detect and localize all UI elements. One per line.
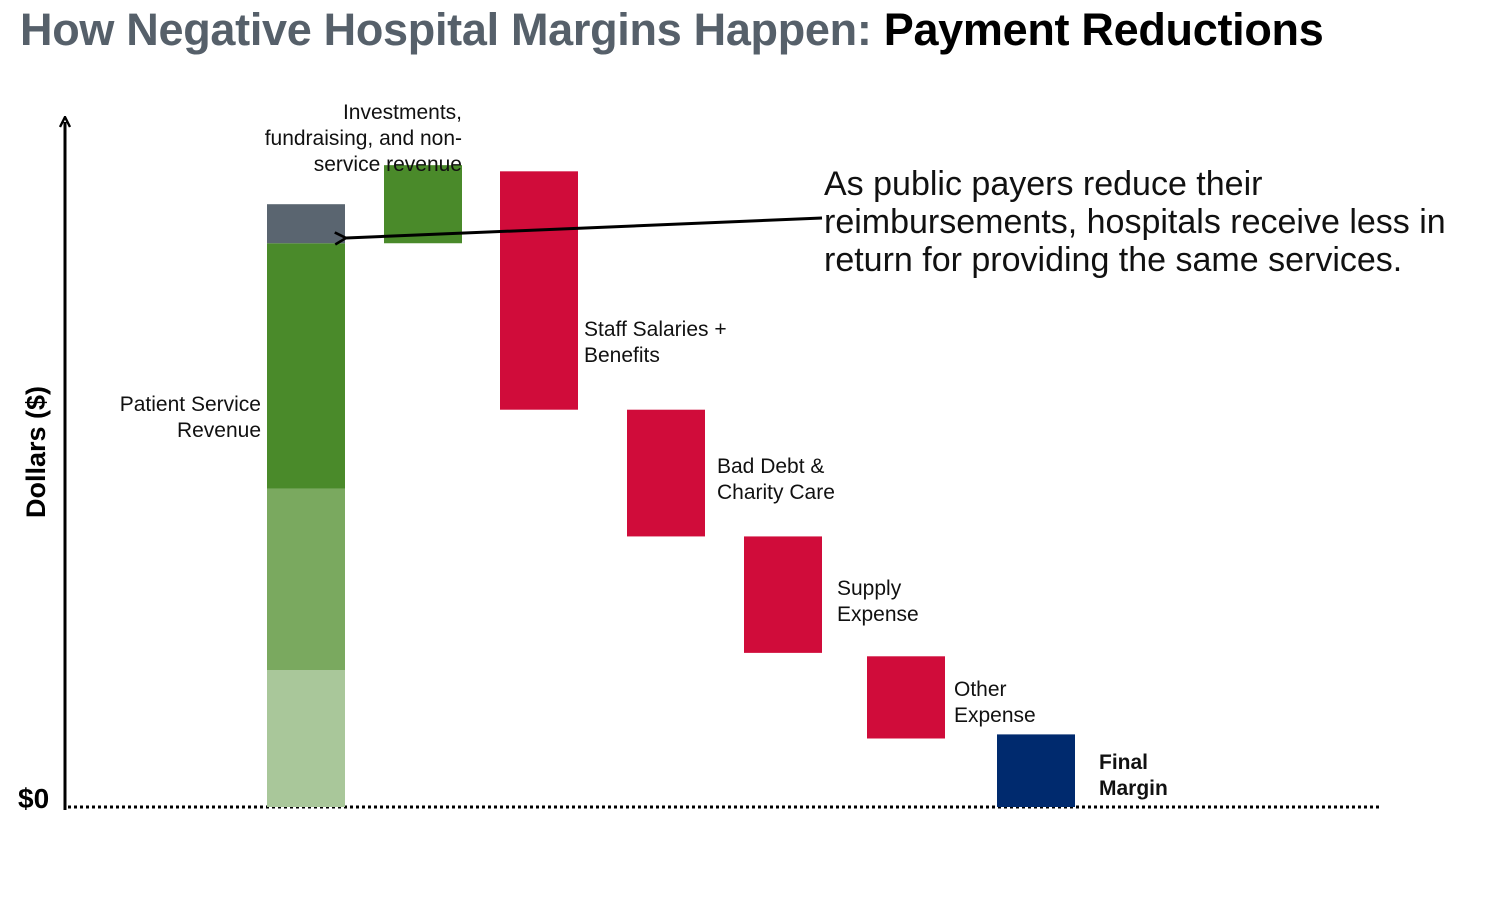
chart-title-emphasis: Payment Reductions xyxy=(883,4,1324,55)
annotation-line: return for providing the same services. xyxy=(824,241,1402,279)
bar-segment-payment-reduction xyxy=(267,204,345,244)
bar-label-line: Final xyxy=(1099,751,1148,774)
bar-label-line: Margin xyxy=(1099,777,1168,800)
annotation-line: As public payers reduce their xyxy=(824,165,1262,203)
bar-increase xyxy=(384,165,462,244)
bar-decrease xyxy=(744,536,822,653)
bar-label-line: Charity Care xyxy=(717,481,835,504)
bar-label: Final Margin xyxy=(1099,751,1168,800)
bars-layer xyxy=(267,165,1075,807)
bar-label: Other Expense xyxy=(954,678,1036,727)
bar-label-line: Expense xyxy=(837,603,919,626)
bar-label-line: Benefits xyxy=(584,344,660,367)
bar-label-line: Supply xyxy=(837,577,902,600)
annotation-text: As public payers reduce their reimbursem… xyxy=(824,165,1455,279)
bar-label: Supply Expense xyxy=(837,577,919,626)
bar-label: Staff Salaries + Benefits xyxy=(584,318,727,367)
annotation-arrow xyxy=(346,216,823,238)
y-axis-title: Dollars ($) xyxy=(21,386,51,518)
bar-label-line: Bad Debt & xyxy=(717,455,824,478)
bar-label: Investments, fundraising, and non-service… xyxy=(265,101,462,176)
bar-decrease xyxy=(627,409,705,537)
bar-segment-patient-revenue-0 xyxy=(267,670,345,807)
bar-total xyxy=(997,734,1075,807)
chart-title-main: How Negative Hospital Margins Happen: xyxy=(20,4,872,55)
labels-layer: Patient Service Revenue Investments, fundra… xyxy=(120,101,1168,800)
bar-label-line: Investments, xyxy=(343,101,462,124)
bar-label-line: Expense xyxy=(954,704,1036,727)
bar-decrease xyxy=(867,656,945,739)
bar-label-line: Staff Salaries + xyxy=(584,318,727,341)
bar-label: Bad Debt & Charity Care xyxy=(717,455,835,504)
annotation-line: reimbursements, hospitals receive less i… xyxy=(824,203,1446,241)
bar-label-line: Revenue xyxy=(177,419,261,442)
bar-segment-patient-revenue-2 xyxy=(267,243,345,489)
annotation: As public payers reduce their reimbursem… xyxy=(346,165,1455,279)
bar-label-line: Patient Service xyxy=(120,393,261,416)
zero-label: $0 xyxy=(18,783,49,814)
bar-decrease xyxy=(500,171,578,410)
chart-title: How Negative Hospital Margins Happen: Pa… xyxy=(20,4,1324,56)
bar-label: Patient Service Revenue xyxy=(120,393,261,442)
bar-label-line: fundraising, and non- xyxy=(265,127,462,150)
bar-segment-patient-revenue-1 xyxy=(267,488,345,670)
bar-label-line: service revenue xyxy=(314,153,462,176)
bar-label-line: Other xyxy=(954,678,1007,701)
